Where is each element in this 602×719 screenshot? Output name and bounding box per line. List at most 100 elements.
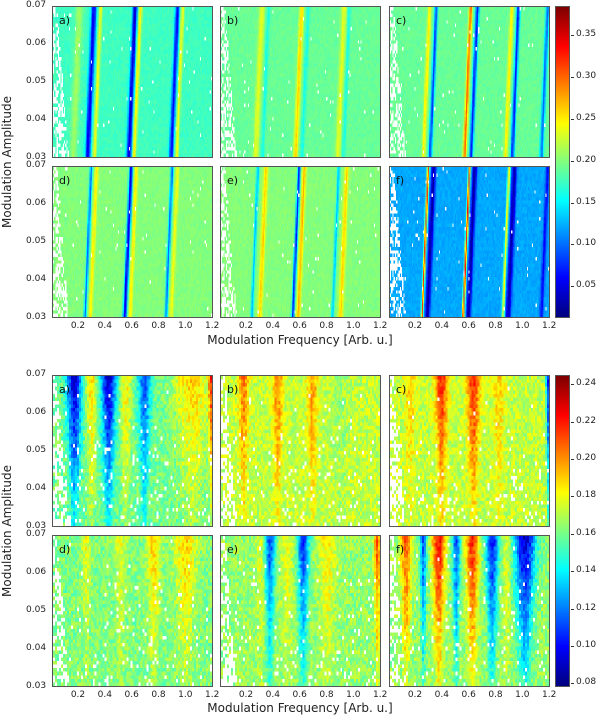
x-tick-label: 1.2 [542, 690, 557, 700]
colorbar-tick-label: 0.25 [570, 112, 597, 123]
y-tick-label: 0.07 [26, 369, 47, 379]
heatmap-panel-b: b) [220, 6, 381, 158]
panel-label: d) [59, 174, 71, 187]
x-tick-label: 1.2 [205, 321, 220, 331]
x-tick-label: 0.8 [319, 321, 334, 331]
colorbar-tick-label: 0.08 [570, 677, 597, 688]
heatmap-panel-a: a) [52, 6, 213, 158]
x-tick-label: 1.0 [346, 690, 361, 700]
heatmap-panel-a: a) [52, 375, 213, 527]
x-tick-label: 0.4 [434, 690, 449, 700]
y-tick-label: 0.03 [26, 521, 47, 531]
y-tick-label: 0.04 [26, 114, 47, 124]
x-tick-label: 0.8 [488, 321, 503, 331]
x-tick-label: 0.4 [97, 690, 112, 700]
colorbar-tick-label: 0.10 [570, 639, 597, 650]
colorbar-tick-label: 0.15 [570, 196, 597, 207]
x-tick-label: 0.2 [407, 690, 423, 700]
colorbar [555, 375, 570, 687]
y-tick-label: 0.05 [26, 445, 47, 455]
x-tick-label: 0.4 [265, 321, 280, 331]
x-tick-label: 0.8 [151, 321, 166, 331]
panel-label: f) [396, 543, 405, 556]
heatmap-panel-b: b) [220, 375, 381, 527]
panel-label: b) [227, 383, 239, 396]
heatmap-panel-c: c) [389, 6, 550, 158]
heatmap-cells [221, 167, 380, 317]
colorbar-tick-label: 0.10 [570, 238, 597, 249]
x-tick-label: 0.2 [238, 321, 254, 331]
x-tick-label: 0.6 [292, 321, 307, 331]
x-tick-label: 1.2 [205, 690, 220, 700]
y-tick-label: 0.05 [26, 76, 47, 86]
x-tick-label: 0.4 [265, 690, 280, 700]
colorbar-tick-label: 0.20 [570, 154, 597, 165]
panel-label: c) [396, 14, 407, 27]
heatmap-cells [221, 7, 380, 157]
x-tick-label: 1.2 [542, 321, 557, 331]
y-tick-label: 0.07 [26, 0, 47, 10]
panel-label: e) [227, 174, 239, 187]
heatmap-panel-f: f) [389, 166, 550, 318]
heatmap-panel-d: d) [52, 535, 213, 687]
y-tick-label: 0.04 [26, 483, 47, 493]
x-tick-label: 0.4 [97, 321, 112, 331]
x-tick-label: 0.2 [70, 321, 86, 331]
panel-label: e) [227, 543, 239, 556]
heatmap-cells [390, 536, 549, 686]
colorbar-tick-label: 0.20 [570, 453, 597, 464]
x-tick-label: 0.6 [292, 690, 307, 700]
y-tick-label: 0.03 [26, 152, 47, 162]
colorbar-gradient [556, 376, 569, 686]
heatmap-cells [221, 536, 380, 686]
x-tick-label: 0.6 [461, 321, 476, 331]
panel-label: f) [396, 174, 405, 187]
panel-label: a) [59, 14, 71, 27]
y-tick-label: 0.06 [26, 567, 47, 577]
y-axis-label: Modulation Amplitude [0, 465, 14, 597]
x-tick-label: 1.2 [373, 690, 388, 700]
colorbar-gradient [556, 7, 569, 317]
y-tick-label: 0.05 [26, 605, 47, 615]
colorbar-tick-label: 0.16 [570, 527, 597, 538]
x-tick-label: 0.6 [461, 690, 476, 700]
x-tick-label: 0.8 [151, 690, 166, 700]
y-axis-label: Modulation Amplitude [0, 96, 14, 228]
heatmap-cells [53, 536, 212, 686]
x-tick-label: 1.0 [178, 690, 193, 700]
x-tick-label: 1.0 [515, 321, 530, 331]
y-tick-label: 0.07 [26, 160, 47, 170]
x-tick-label: 0.2 [238, 690, 254, 700]
x-axis-label: Modulation Frequency [Arb. u.] [207, 333, 393, 347]
x-tick-label: 1.0 [346, 321, 361, 331]
x-tick-label: 0.8 [319, 690, 334, 700]
heatmap-cells [53, 7, 212, 157]
y-tick-label: 0.07 [26, 529, 47, 539]
colorbar-tick-label: 0.14 [570, 565, 597, 576]
heatmap-panel-e: e) [220, 166, 381, 318]
colorbar-tick-label: 0.22 [570, 415, 597, 426]
colorbar-tick-label: 0.24 [570, 378, 597, 389]
colorbar-tick-label: 0.30 [570, 71, 597, 82]
panel-label: d) [59, 543, 71, 556]
panel-label: b) [227, 14, 239, 27]
heatmap-panel-f: f) [389, 535, 550, 687]
colorbar-tick-label: 0.18 [570, 490, 597, 501]
heatmap-panel-c: c) [389, 375, 550, 527]
x-tick-label: 0.6 [124, 690, 139, 700]
heatmap-cells [53, 167, 212, 317]
x-tick-label: 1.2 [373, 321, 388, 331]
x-axis-label: Modulation Frequency [Arb. u.] [207, 701, 393, 715]
heatmap-cells [221, 376, 380, 526]
x-tick-label: 1.0 [515, 690, 530, 700]
heatmap-cells [390, 376, 549, 526]
x-tick-label: 0.8 [488, 690, 503, 700]
y-tick-label: 0.06 [26, 407, 47, 417]
x-tick-label: 0.2 [407, 321, 423, 331]
colorbar-tick-label: 0.05 [570, 280, 597, 291]
x-tick-label: 0.2 [70, 690, 86, 700]
panel-label: c) [396, 383, 407, 396]
y-tick-label: 0.06 [26, 38, 47, 48]
heatmap-panel-e: e) [220, 535, 381, 687]
heatmap-cells [390, 7, 549, 157]
